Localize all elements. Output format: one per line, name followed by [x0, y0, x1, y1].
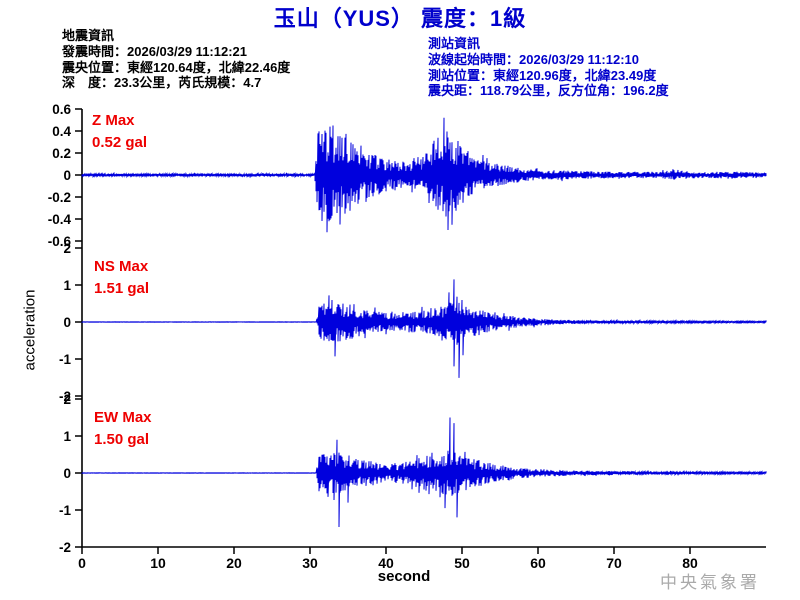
station-info-block: 測站資訊 波線起始時間：2026/03/29 11:12:10 測站位置：東經1… — [428, 36, 669, 99]
earthquake-origin-time: 發震時間：2026/03/29 11:12:21 — [62, 43, 247, 59]
ns-channel-max-label: NS Max 1.51 gal — [94, 256, 149, 300]
y-tick-label: 0.2 — [52, 146, 71, 161]
y-tick-label: 0.6 — [52, 102, 71, 117]
ew-waveform-trace — [81, 417, 767, 528]
ns-waveform-trace — [81, 279, 767, 378]
y-tick-label: 2 — [63, 241, 71, 256]
ns-max-title: NS Max — [94, 258, 149, 275]
earthquake-depth-magnitude: 深 度：23.3公里，芮氏規模：4.7 — [62, 75, 262, 91]
z-channel-max-label: Z Max 0.52 gal — [92, 110, 147, 154]
y-tick-label: -2 — [59, 540, 71, 555]
x-tick-label: 80 — [682, 555, 698, 571]
x-tick-label: 60 — [530, 555, 546, 571]
page-title: 玉山（YUS） 震度：1級 — [273, 6, 527, 31]
x-tick-label: 70 — [606, 555, 622, 571]
z-max-value: 0.52 gal — [92, 134, 148, 151]
z-max-title: Z Max — [92, 112, 135, 129]
agency-watermark: 中央氣象署 — [660, 573, 760, 592]
ew-max-value: 1.50 gal — [94, 431, 150, 448]
earthquake-info-block: 地震資訊 發震時間：2026/03/29 11:12:21 震央位置：東經120… — [62, 28, 290, 91]
x-axis-label: second — [377, 568, 431, 585]
y-tick-label: 0.4 — [52, 124, 71, 139]
y-tick-label: 1 — [63, 278, 71, 293]
ew-max-title: EW Max — [94, 409, 152, 426]
x-tick-label: 20 — [226, 555, 242, 571]
station-location: 測站位置：東經120.96度，北緯23.49度 — [428, 67, 657, 83]
y-tick-label: -2 — [59, 389, 71, 404]
y-axis-label: acceleration — [21, 289, 39, 371]
ns-max-value: 1.51 gal — [94, 280, 150, 297]
y-tick-label: 0 — [63, 168, 71, 183]
x-tick-label: 50 — [454, 555, 470, 571]
y-tick-label: 0 — [63, 466, 71, 481]
station-epicentral-distance: 震央距：118.79公里，反方位角：196.2度 — [428, 83, 669, 99]
y-tick-label: 1 — [63, 429, 71, 444]
y-tick-label: 0 — [63, 315, 71, 330]
z-waveform-trace — [81, 117, 767, 233]
y-tick-label: -1 — [59, 352, 71, 367]
y-tick-label: -0.6 — [48, 234, 72, 249]
y-tick-label: -1 — [59, 503, 71, 518]
y-tick-label: 2 — [63, 392, 71, 407]
y-tick-label: -0.2 — [48, 190, 71, 205]
earthquake-info-heading: 地震資訊 — [62, 28, 115, 43]
x-tick-label: 40 — [378, 555, 394, 571]
ew-channel-max-label: EW Max 1.50 gal — [94, 407, 152, 451]
earthquake-epicenter: 震央位置：東經120.64度，北緯22.46度 — [62, 59, 291, 75]
station-wave-start-time: 波線起始時間：2026/03/29 11:12:10 — [428, 51, 639, 67]
station-info-heading: 測站資訊 — [428, 36, 481, 51]
x-tick-label: 10 — [150, 555, 166, 571]
x-tick-label: 30 — [302, 555, 318, 571]
y-tick-label: -0.4 — [48, 212, 72, 227]
x-tick-label: 0 — [78, 555, 86, 571]
